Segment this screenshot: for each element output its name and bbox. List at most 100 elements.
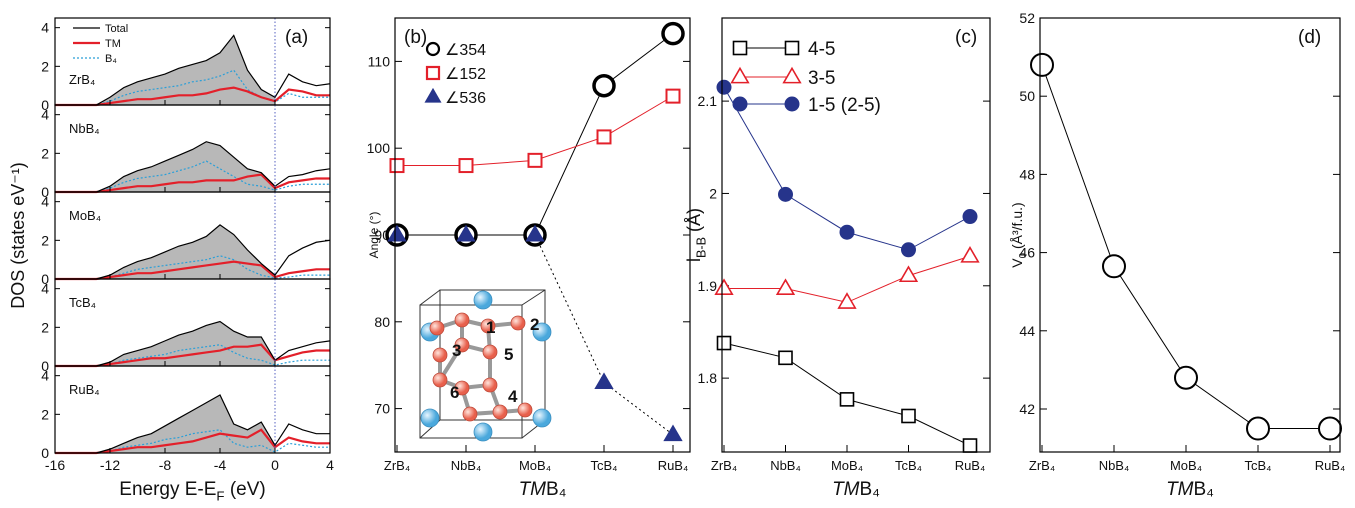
marker	[667, 90, 680, 103]
compound-label: MoB₄	[69, 208, 101, 223]
y-tick-label: 80	[374, 314, 390, 330]
legend-label: B₄	[105, 53, 117, 65]
label-part: F	[216, 489, 224, 503]
marker	[595, 373, 613, 388]
marker	[1319, 418, 1341, 440]
y-tick-label: 2.1	[698, 93, 718, 109]
inset-label: 2	[530, 315, 539, 334]
dos-fill	[55, 225, 330, 279]
axis-label: lB-B (Å)	[684, 208, 708, 262]
y-tick-label: 100	[367, 140, 391, 156]
x-tick-label: RuB₄	[1315, 458, 1346, 473]
compound-label: NbB₄	[69, 121, 100, 136]
x-tick-label: RuB₄	[658, 458, 689, 473]
marker	[427, 43, 439, 55]
label-part: B-B	[694, 237, 708, 258]
marker	[732, 68, 749, 82]
legend-label: 4-5	[808, 39, 835, 60]
x-tick-label: TcB₄	[1245, 458, 1272, 473]
y-tick-label: 42	[1019, 401, 1035, 417]
label-part: Energy E-E	[119, 479, 216, 500]
legend-label: TM	[105, 38, 121, 50]
marker	[598, 130, 611, 143]
y-tick-label: 2	[41, 145, 49, 161]
figure: 024ZrB₄024NbB₄024MoB₄024TcB₄024-16-12-8-…	[0, 0, 1355, 503]
inset-label: 4	[508, 387, 518, 406]
x-tick-label: ZrB₄	[384, 458, 410, 473]
y-tick-label: 110	[368, 53, 391, 69]
y-tick-label: 2	[709, 185, 717, 201]
y-tick-label: 2	[41, 319, 49, 335]
x-tick-label: 0	[271, 457, 279, 473]
axis-label: DOS (states eV⁻¹)	[8, 162, 28, 309]
x-tick-label: -12	[100, 457, 120, 473]
y-tick-label: 70	[374, 401, 390, 417]
x-tick-label: NbB₄	[1099, 458, 1130, 473]
panel-label: (c)	[955, 27, 977, 48]
marker	[786, 42, 799, 55]
marker	[594, 76, 614, 96]
y-tick-label: 1.8	[698, 370, 718, 386]
marker	[663, 24, 683, 44]
x-tick-label: NbB₄	[451, 458, 482, 473]
legend-label: Total	[105, 23, 128, 35]
axis-label: TMB₄	[832, 479, 880, 500]
marker	[779, 187, 793, 201]
page: 024ZrB₄024NbB₄024MoB₄024TcB₄024-16-12-8-…	[0, 0, 1355, 508]
compound-label: ZrB₄	[69, 72, 95, 87]
panel-label: (b)	[404, 27, 427, 48]
y-tick-label: 2	[41, 232, 49, 248]
y-tick-label: 4	[41, 281, 49, 297]
x-tick-label: 4	[326, 457, 334, 473]
legend-label: 1-5 (2-5)	[808, 95, 881, 116]
y-tick-label: 1.9	[698, 278, 718, 294]
x-tick-label: MoB₄	[519, 458, 551, 473]
marker	[962, 248, 979, 262]
x-tick-label: ZrB₄	[711, 458, 737, 473]
axis-label: Energy E-EF (eV)	[119, 479, 265, 503]
y-tick-label: 2	[41, 406, 49, 422]
y-tick-label: 2	[41, 58, 49, 74]
x-tick-label: TcB₄	[895, 458, 922, 473]
compound-label: TcB₄	[69, 295, 96, 310]
marker	[902, 409, 915, 422]
marker	[1175, 367, 1197, 389]
label-part: (Å)	[684, 208, 704, 237]
marker	[717, 80, 731, 94]
panel-label: (d)	[1298, 27, 1321, 48]
label-part: TM	[832, 479, 860, 500]
inset-label: 5	[504, 345, 513, 364]
marker	[1247, 418, 1269, 440]
marker	[785, 97, 799, 111]
marker	[964, 439, 977, 452]
marker	[841, 393, 854, 406]
inset-label: 3	[452, 341, 461, 360]
crystal-inset	[420, 290, 551, 441]
y-tick-label: 48	[1019, 166, 1035, 182]
y-tick-label: 4	[41, 20, 49, 36]
axis-label: V0 (Å³/f.u.)	[1009, 202, 1029, 267]
x-tick-label: -4	[214, 457, 227, 473]
marker	[902, 243, 916, 257]
x-tick-label: RuB₄	[955, 458, 986, 473]
legend-label: ∠354	[445, 42, 486, 59]
marker	[460, 159, 473, 172]
x-tick-label: MoB₄	[831, 458, 863, 473]
label-part: TM	[519, 479, 547, 500]
x-tick-label: MoB₄	[1170, 458, 1202, 473]
y-tick-label: 50	[1019, 88, 1035, 104]
marker	[664, 425, 682, 440]
axis-label: TMB₄	[1166, 479, 1214, 500]
label-part: TM	[1166, 479, 1194, 500]
series-line	[397, 34, 673, 235]
axis-label: Angle (°)	[367, 212, 381, 259]
marker	[734, 42, 747, 55]
marker	[529, 154, 542, 167]
marker	[718, 337, 731, 350]
label-part: B₄	[1194, 479, 1215, 500]
marker	[426, 90, 439, 101]
y-tick-label: 4	[41, 107, 49, 123]
marker	[963, 210, 977, 224]
x-tick-label: ZrB₄	[1029, 458, 1055, 473]
axis-label: TMB₄	[519, 479, 567, 500]
